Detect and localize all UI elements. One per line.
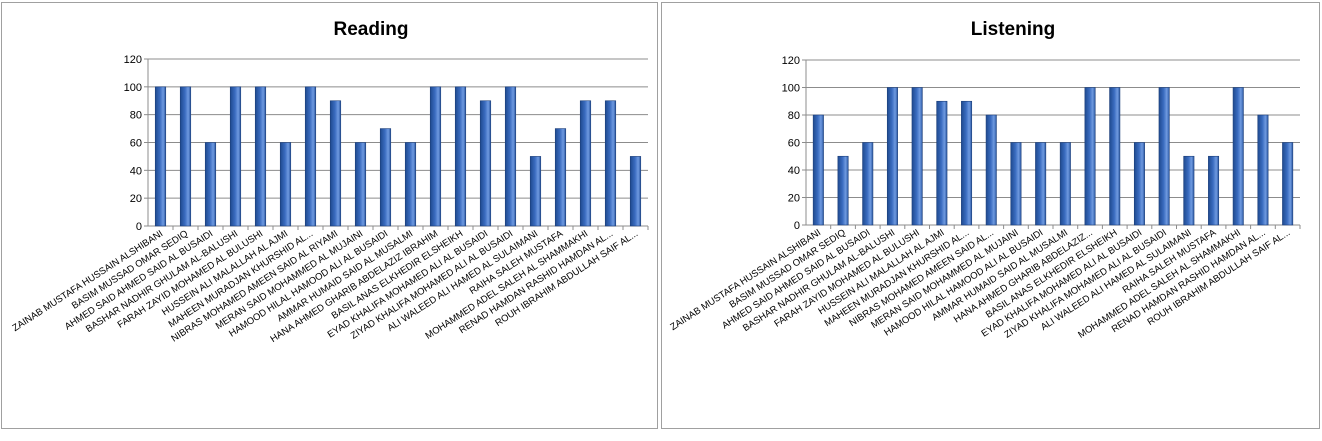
reading-y-tick-label: 20 <box>130 193 142 205</box>
reading-bar <box>629 156 642 227</box>
listening-bar <box>961 100 973 226</box>
reading-y-tick-label: 60 <box>130 138 142 150</box>
listening-y-tick-label: 20 <box>788 193 800 205</box>
listening-chart-title: Listening <box>971 19 1055 40</box>
listening-bar <box>936 100 948 226</box>
listening-bar <box>1208 155 1220 226</box>
listening-chart-panel: Listening 0 20 40 60 80 100 120 ZAINAB MUSTAFA H… <box>661 2 1320 429</box>
listening-bar <box>1133 142 1145 226</box>
reading-bar <box>479 100 492 227</box>
reading-bar <box>229 86 242 227</box>
listening-y-tick-label: 40 <box>788 165 800 177</box>
reading-bar <box>529 156 542 227</box>
reading-y-tick-label: 0 <box>136 221 142 233</box>
listening-bar <box>1084 87 1096 226</box>
listening-y-tick-label: 120 <box>782 55 800 67</box>
reading-bar <box>404 142 417 227</box>
reading-bar <box>254 86 267 227</box>
listening-bar <box>985 114 997 226</box>
listening-y-tick-label: 0 <box>794 220 800 232</box>
reading-bar <box>579 100 592 227</box>
listening-bar <box>862 142 874 226</box>
listening-bar <box>1158 87 1170 226</box>
reading-y-tick-label: 120 <box>124 54 142 66</box>
listening-y-tick-label: 60 <box>788 138 800 150</box>
listening-bar <box>1232 87 1244 226</box>
reading-bar <box>454 86 467 227</box>
reading-bar <box>179 86 192 227</box>
reading-y-tick-label: 100 <box>124 82 142 94</box>
listening-bar <box>1035 142 1047 226</box>
listening-bar <box>1059 142 1071 226</box>
reading-y-tick-label: 40 <box>130 165 142 177</box>
reading-bar <box>279 142 292 227</box>
listening-bar <box>837 155 849 226</box>
reading-y-tick-label: 80 <box>130 110 142 122</box>
listening-bar <box>1257 114 1269 226</box>
reading-bar <box>429 86 442 227</box>
listening-bar <box>1109 87 1121 226</box>
reading-bar <box>329 100 342 227</box>
reading-chart-title: Reading <box>334 19 409 40</box>
listening-bar <box>812 114 824 226</box>
listening-bar <box>1282 142 1294 226</box>
listening-bar <box>1183 155 1195 226</box>
reading-bar <box>379 128 392 227</box>
reading-bar <box>604 100 617 227</box>
reading-bar <box>554 128 567 227</box>
reading-bar <box>204 142 217 227</box>
listening-bar <box>911 87 923 226</box>
reading-chart-panel: Reading 0 20 40 60 80 100 120 ZAINAB MUSTAFA HUS… <box>1 2 658 429</box>
reading-bar <box>504 86 517 227</box>
reading-bar <box>354 142 367 227</box>
reading-bar <box>304 86 317 227</box>
listening-y-tick-label: 100 <box>782 83 800 95</box>
listening-bar <box>1010 142 1022 226</box>
reading-bar <box>154 86 167 227</box>
listening-y-tick-label: 80 <box>788 110 800 122</box>
listening-bar <box>886 87 898 226</box>
